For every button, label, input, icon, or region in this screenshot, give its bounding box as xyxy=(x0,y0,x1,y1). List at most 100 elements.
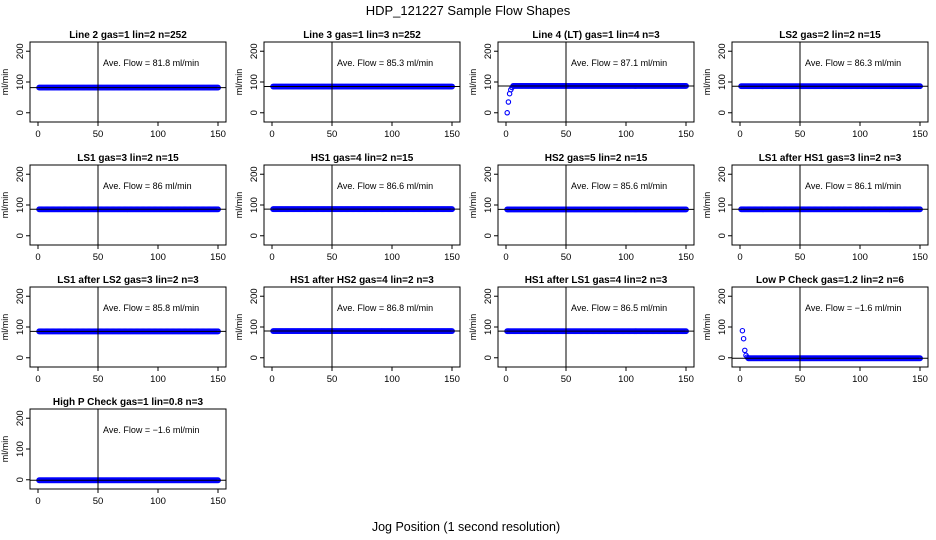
panel-8-y-tick-label: 0 xyxy=(717,233,728,238)
panel-12-points xyxy=(739,327,923,362)
panel-4-x-tick-label: 0 xyxy=(737,129,742,140)
panel-3-x-tick-label: 0 xyxy=(503,129,508,140)
panel-1-x-tick-label: 150 xyxy=(210,129,226,140)
panel-7-y-tick-label: 100 xyxy=(483,197,494,213)
panel-12-x-tick-label: 100 xyxy=(852,374,868,385)
panel-10-frame xyxy=(263,286,461,368)
panel-1-y-axis: 0 100 200 xyxy=(15,43,30,115)
panel-3-annotation: Ave. Flow = 87.1 ml/min xyxy=(571,58,667,68)
panel-13: High P Check gas=1 lin=0.8 n=3 ml/min Ave.… xyxy=(0,397,227,507)
panel-13-y-tick-label: 100 xyxy=(15,441,26,457)
figure-xlabel: Jog Position (1 second resolution) xyxy=(372,520,560,534)
panel-9-title: LS1 after LS2 gas=3 lin=2 n=3 xyxy=(57,275,199,286)
panel-10: HS1 after HS2 gas=4 lin=2 n=3 ml/min Ave. … xyxy=(234,275,461,385)
panel-10-title: HS1 after HS2 gas=4 lin=2 n=3 xyxy=(290,275,434,286)
panel-1-ylabel: ml/min xyxy=(0,69,10,96)
panel-3-y-axis: 0 100 200 xyxy=(483,43,498,115)
panel-3-x-axis: 0 50 100 150 xyxy=(503,121,694,140)
panel-5-y-tick-label: 0 xyxy=(15,233,26,238)
panel-5-y-tick-label: 200 xyxy=(15,166,26,182)
panel-5-x-tick-label: 0 xyxy=(35,252,40,263)
panel-4-frame xyxy=(731,41,929,123)
panel-13-ylabel: ml/min xyxy=(0,436,10,463)
panel-3-x-tick-label: 50 xyxy=(561,129,572,140)
panel-6-annotation: Ave. Flow = 86.6 ml/min xyxy=(337,181,433,191)
panel-3-ylabel: ml/min xyxy=(468,69,478,96)
panel-8-x-tick-label: 150 xyxy=(912,252,928,263)
panel-11-x-tick-label: 100 xyxy=(618,374,634,385)
panel-7-y-tick-label: 0 xyxy=(483,233,494,238)
panel-5-title: LS1 gas=3 lin=2 n=15 xyxy=(77,153,179,164)
panel-2-frame xyxy=(263,41,461,123)
panel-2-title: Line 3 gas=1 lin=3 n=252 xyxy=(303,30,421,41)
panel-9-x-tick-label: 150 xyxy=(210,374,226,385)
panel-10-ylabel: ml/min xyxy=(234,314,244,341)
panel-5-ylabel: ml/min xyxy=(0,192,10,219)
panel-1-x-tick-label: 50 xyxy=(93,129,104,140)
panel-7-title: HS2 gas=5 lin=2 n=15 xyxy=(545,153,648,164)
panel-6-y-tick-label: 0 xyxy=(249,233,260,238)
panel-7-frame xyxy=(497,164,695,246)
panel-10-x-tick-label: 50 xyxy=(327,374,338,385)
panel-4-y-tick-label: 0 xyxy=(717,110,728,115)
panel-9-y-tick-label: 0 xyxy=(15,355,26,360)
panel-3-points xyxy=(504,83,689,116)
panel-4-y-tick-label: 100 xyxy=(717,74,728,90)
panel-3-x-tick-label: 150 xyxy=(678,129,694,140)
panel-3-x-tick-label: 100 xyxy=(618,129,634,140)
panel-6-title: HS1 gas=4 lin=2 n=15 xyxy=(311,153,414,164)
panel-5-x-tick-label: 50 xyxy=(93,252,104,263)
panel-8-y-tick-label: 100 xyxy=(717,197,728,213)
panel-6-x-tick-label: 150 xyxy=(444,252,460,263)
panel-11-x-tick-label: 50 xyxy=(561,374,572,385)
panel-10-x-axis: 0 50 100 150 xyxy=(269,366,460,385)
panel-7-ylabel: ml/min xyxy=(468,192,478,219)
panel-9-ylabel: ml/min xyxy=(0,314,10,341)
panel-11-x-axis: 0 50 100 150 xyxy=(503,366,694,385)
panel-2-x-tick-label: 50 xyxy=(327,129,338,140)
panel-1-annotation: Ave. Flow = 81.8 ml/min xyxy=(103,58,199,68)
panel-8-ylabel: ml/min xyxy=(702,192,712,219)
panel-6-ylabel: ml/min xyxy=(234,192,244,219)
panel-13-x-axis: 0 50 100 150 xyxy=(35,488,226,507)
panel-1-y-tick-label: 100 xyxy=(15,74,26,90)
panel-9-x-axis: 0 50 100 150 xyxy=(35,366,226,385)
panel-6-x-tick-label: 100 xyxy=(384,252,400,263)
panel-1: Line 2 gas=1 lin=2 n=252 ml/min Ave. Flow … xyxy=(0,30,227,140)
panel-7-x-tick-label: 150 xyxy=(678,252,694,263)
panel-12-x-axis: 0 50 100 150 xyxy=(737,366,928,385)
panel-10-x-tick-label: 0 xyxy=(269,374,274,385)
panel-7-x-tick-label: 50 xyxy=(561,252,572,263)
panel-2-y-tick-label: 0 xyxy=(249,110,260,115)
panel-5-y-axis: 0 100 200 xyxy=(15,166,30,238)
panel-7-x-axis: 0 50 100 150 xyxy=(503,244,694,263)
panel-8-x-tick-label: 0 xyxy=(737,252,742,263)
panel-7-y-axis: 0 100 200 xyxy=(483,166,498,238)
panel-12-y-tick-label: 0 xyxy=(717,355,728,360)
panel-11-x-tick-label: 150 xyxy=(678,374,694,385)
panel-9: LS1 after LS2 gas=3 lin=2 n=3 ml/min Ave. … xyxy=(0,275,227,385)
panel-9-y-axis: 0 100 200 xyxy=(15,288,30,360)
panel-4-title: LS2 gas=2 lin=2 n=15 xyxy=(779,30,881,41)
panel-6-x-tick-label: 50 xyxy=(327,252,338,263)
panel-12-y-tick-label: 100 xyxy=(717,319,728,335)
panel-4-y-tick-label: 200 xyxy=(717,43,728,59)
panel-2-y-axis: 0 100 200 xyxy=(249,43,264,115)
panel-9-y-tick-label: 100 xyxy=(15,319,26,335)
panel-13-annotation: Ave. Flow = −1.6 ml/min xyxy=(103,425,199,435)
panel-12-initial-point-1 xyxy=(739,327,746,334)
panel-1-title: Line 2 gas=1 lin=2 n=252 xyxy=(69,30,187,41)
panel-4-x-tick-label: 50 xyxy=(795,129,806,140)
panel-2: Line 3 gas=1 lin=3 n=252 ml/min Ave. Flow … xyxy=(234,30,461,140)
panel-11-y-tick-label: 0 xyxy=(483,355,494,360)
panel-13-y-tick-label: 200 xyxy=(15,410,26,426)
panel-1-y-tick-label: 0 xyxy=(15,110,26,115)
panel-9-x-tick-label: 100 xyxy=(150,374,166,385)
panel-9-x-tick-label: 50 xyxy=(93,374,104,385)
panel-12-y-tick-label: 200 xyxy=(717,288,728,304)
panel-4-x-axis: 0 50 100 150 xyxy=(737,121,928,140)
panel-3-initial-point-1 xyxy=(504,110,510,116)
panel-13-title: High P Check gas=1 lin=0.8 n=3 xyxy=(53,397,204,408)
panel-8-y-tick-label: 200 xyxy=(717,166,728,182)
